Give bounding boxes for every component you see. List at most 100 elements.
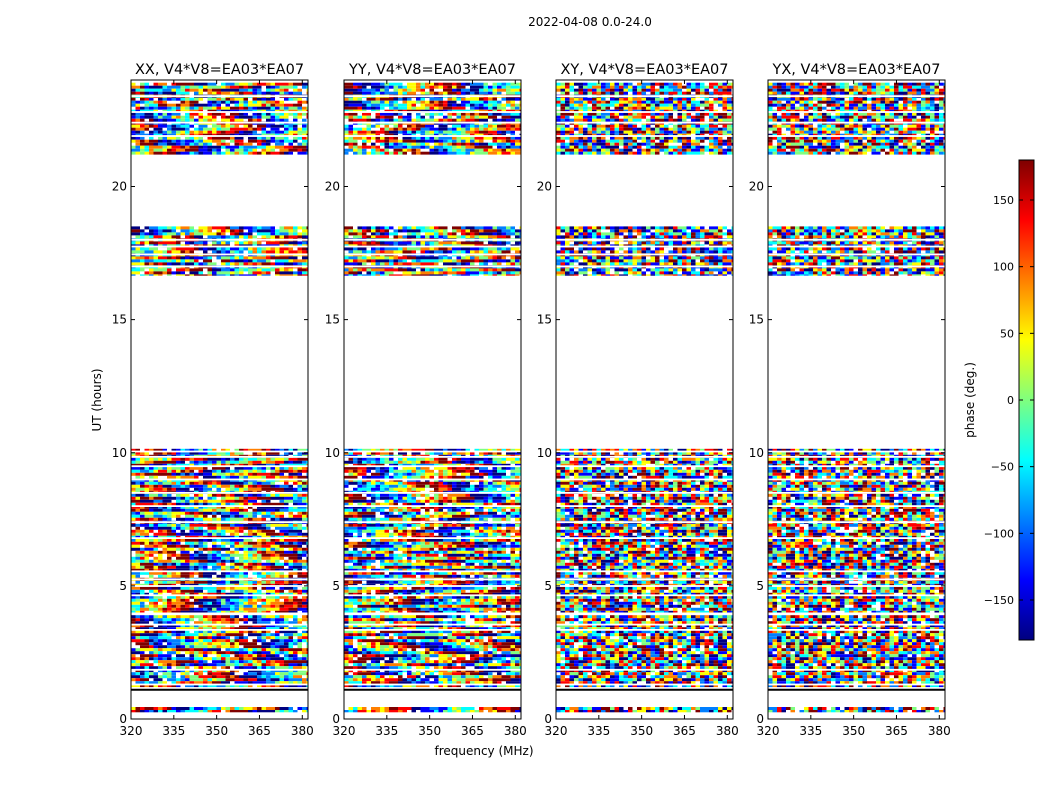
heatmap-cell xyxy=(149,566,154,569)
heatmap-cell xyxy=(344,618,349,621)
heatmap-cell xyxy=(131,470,136,473)
heatmap-cell xyxy=(185,140,190,143)
heatmap-cell xyxy=(212,125,217,128)
heatmap-cell xyxy=(212,675,217,678)
heatmap-cell xyxy=(266,268,271,271)
heatmap-cell xyxy=(136,648,141,651)
heatmap-cell xyxy=(230,101,235,104)
heatmap-cell xyxy=(163,675,168,678)
heatmap-cell xyxy=(194,581,199,584)
heatmap-cell xyxy=(262,648,267,651)
heatmap-cell xyxy=(212,657,217,660)
heatmap-cell xyxy=(158,587,163,590)
heatmap-cell xyxy=(430,639,435,642)
heatmap-cell xyxy=(172,551,177,554)
heatmap-cell xyxy=(131,545,136,548)
heatmap-cell xyxy=(293,581,298,584)
heatmap-cell xyxy=(145,113,150,116)
heatmap-cell xyxy=(280,116,285,119)
heatmap-cell xyxy=(239,131,244,134)
heatmap-cell xyxy=(185,274,190,275)
heatmap-cell xyxy=(244,605,249,608)
heatmap-cell xyxy=(293,618,298,621)
heatmap-cell xyxy=(203,657,208,660)
heatmap-cell xyxy=(248,581,253,584)
heatmap-cell xyxy=(145,566,150,569)
heatmap-cell xyxy=(248,563,253,566)
heatmap-cell xyxy=(145,599,150,602)
heatmap-cell xyxy=(230,473,235,476)
heatmap-cell xyxy=(136,143,141,146)
heatmap-cell xyxy=(181,271,186,274)
heatmap-cell xyxy=(298,563,303,566)
heatmap-cell xyxy=(248,476,253,479)
heatmap-cell xyxy=(172,645,177,648)
heatmap-cell xyxy=(262,542,267,545)
heatmap-cell xyxy=(154,476,159,479)
heatmap-cell xyxy=(262,116,267,119)
heatmap-cell xyxy=(145,143,150,146)
heatmap-cell xyxy=(172,515,177,518)
heatmap-cell xyxy=(131,473,136,476)
heatmap-cell xyxy=(244,128,249,131)
heatmap-cell xyxy=(302,119,307,122)
heatmap-cell xyxy=(185,89,190,92)
heatmap-cell xyxy=(271,651,276,654)
heatmap-cell xyxy=(226,143,231,146)
heatmap-cell xyxy=(262,572,267,575)
heatmap-cell xyxy=(284,518,289,521)
heatmap-cell xyxy=(154,633,159,636)
heatmap-cell xyxy=(271,256,276,259)
heatmap-cell xyxy=(271,663,276,666)
heatmap-cell xyxy=(344,642,349,645)
heatmap-cell xyxy=(221,500,226,503)
heatmap-cell xyxy=(194,485,199,488)
heatmap-cell xyxy=(167,660,172,663)
heatmap-cell xyxy=(280,524,285,527)
heatmap-cell xyxy=(448,633,453,636)
heatmap-cell xyxy=(136,131,141,134)
heatmap-cell xyxy=(358,642,363,645)
heatmap-cell xyxy=(266,125,271,128)
heatmap-cell xyxy=(190,596,195,599)
heatmap-cell xyxy=(185,467,190,470)
heatmap-cell xyxy=(176,461,181,464)
heatmap-cell xyxy=(145,458,150,461)
heatmap-cell xyxy=(248,615,253,618)
heatmap-cell xyxy=(176,533,181,536)
heatmap-cell xyxy=(353,636,358,639)
heatmap-cell xyxy=(248,461,253,464)
heatmap-cell xyxy=(266,104,271,107)
heatmap-cell xyxy=(275,92,280,95)
heatmap-cell xyxy=(235,618,240,621)
heatmap-cell xyxy=(293,545,298,548)
heatmap-cell xyxy=(511,710,516,712)
heatmap-cell xyxy=(154,527,159,530)
heatmap-cell xyxy=(275,470,280,473)
heatmap-cell xyxy=(235,107,240,110)
heatmap-cell xyxy=(136,461,141,464)
heatmap-cell xyxy=(212,92,217,95)
heatmap-cell xyxy=(302,488,307,491)
heatmap-cell xyxy=(131,488,136,491)
heatmap-cell xyxy=(284,119,289,122)
heatmap-cell xyxy=(280,596,285,599)
heatmap-cell xyxy=(253,119,258,122)
heatmap-cell xyxy=(302,250,307,253)
heatmap-cell xyxy=(208,461,213,464)
heatmap-cell xyxy=(289,241,294,244)
heatmap-cell xyxy=(140,645,145,648)
heatmap-cell xyxy=(235,642,240,645)
heatmap-cell xyxy=(163,229,168,232)
heatmap-cell xyxy=(293,131,298,134)
heatmap-cell xyxy=(367,710,372,712)
heatmap-cell xyxy=(289,470,294,473)
heatmap-cell xyxy=(163,262,168,265)
heatmap-cell xyxy=(158,642,163,645)
heatmap-cell xyxy=(452,707,457,710)
heatmap-cell xyxy=(394,633,399,636)
heatmap-cell xyxy=(248,101,253,104)
heatmap-cell xyxy=(176,226,181,229)
heatmap-cell xyxy=(185,581,190,584)
heatmap-cell xyxy=(275,527,280,530)
